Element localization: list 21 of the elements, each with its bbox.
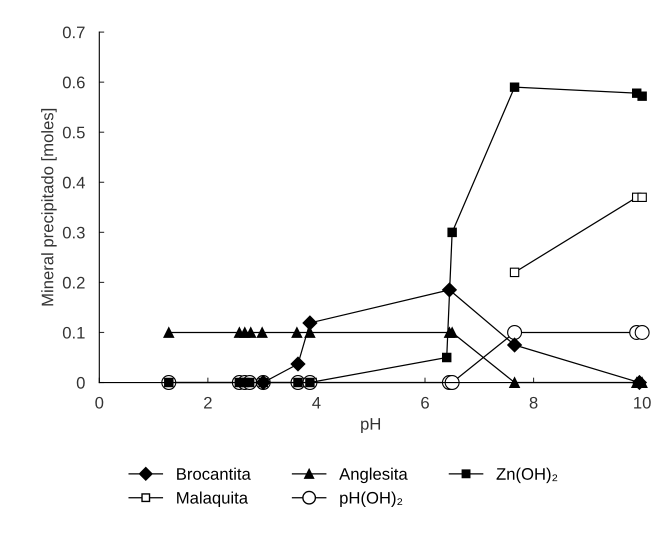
- y-axis-title: Mineral precipitado [moles]: [41, 108, 57, 306]
- y-tick-label: 0.2: [62, 276, 85, 289]
- y-tick-label: 0.4: [62, 176, 85, 188]
- x-tick-label: 0: [95, 396, 104, 409]
- legend-label: Anglesita: [339, 468, 408, 484]
- y-tick-label: 0: [76, 376, 85, 389]
- x-tick-label: 6: [421, 396, 429, 409]
- legend-label: Brocantita: [177, 468, 251, 480]
- legend-label: Zn(OH)₂: [496, 468, 558, 484]
- x-tick-label: 2: [204, 396, 212, 408]
- y-tick-label: 0.3: [62, 226, 85, 239]
- x-tick-label: 4: [312, 397, 321, 408]
- y-tick-label: 0.5: [62, 126, 85, 138]
- legend-label: Malaquita: [177, 491, 248, 508]
- y-tick-label: 0.1: [62, 326, 85, 339]
- y-tick-label: 0.7: [62, 26, 85, 38]
- x-axis-title: pH: [361, 418, 380, 434]
- x-tick-label: 10: [634, 396, 651, 409]
- x-tick-label: 8: [530, 396, 538, 409]
- y-tick-label: 0.6: [62, 76, 85, 88]
- legend-label: pH(OH)₂: [340, 491, 402, 508]
